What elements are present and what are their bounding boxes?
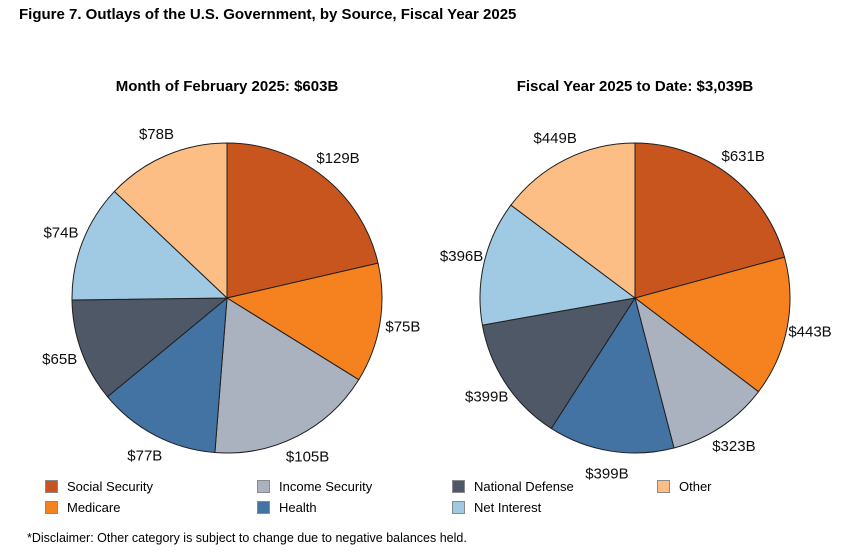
pie-slice-health <box>550 296 675 454</box>
legend-swatch-medicare <box>45 501 58 514</box>
disclaimer-text: *Disclaimer: Other category is subject t… <box>27 531 467 545</box>
legend-label: Other <box>679 479 712 494</box>
pie-slice-net-interest <box>71 190 229 301</box>
pie-slice-social-security <box>226 142 379 299</box>
pie-label-health: $77B <box>127 448 162 465</box>
legend-item-social-security: Social Security <box>45 479 153 494</box>
pie-chart-ytd: $631B $443B $323B $399B $399B $396B $449B <box>440 130 832 483</box>
legend-swatch-other <box>657 480 670 493</box>
pie-label-national-defense: $399B <box>465 388 508 405</box>
pie-label-medicare: $75B <box>385 319 420 336</box>
pie-slice-health <box>106 296 228 454</box>
legend-item-national-defense: National Defense <box>452 479 574 494</box>
pie-slice-national-defense <box>481 297 637 430</box>
pie-slice-national-defense <box>71 297 229 398</box>
legend-swatch-social-security <box>45 480 58 493</box>
pie-label-national-defense: $65B <box>42 351 77 368</box>
legend-item-health: Health <box>257 500 317 515</box>
legend-swatch-health <box>257 501 270 514</box>
legend-label: Health <box>279 500 317 515</box>
pie-label-net-interest: $396B <box>440 248 483 265</box>
pie-label-social-security: $129B <box>316 150 359 167</box>
pie-slice-other <box>510 142 636 299</box>
legend-label: Social Security <box>67 479 153 494</box>
pie-slice-social-security <box>634 142 786 299</box>
chart-title-february: Month of February 2025: $603B <box>115 78 339 95</box>
pie-slice-net-interest <box>479 204 637 326</box>
pie-chart-february: $129B $75B $105B $77B $65B $74B $78B <box>42 126 420 466</box>
pie-label-income-security: $323B <box>712 438 755 455</box>
pie-label-social-security: $631B <box>722 148 765 165</box>
figure-title: Figure 7. Outlays of the U.S. Government… <box>19 6 517 23</box>
pie-slice-other <box>113 142 228 300</box>
legend-item-net-interest: Net Interest <box>452 500 541 515</box>
legend-label: National Defense <box>474 479 574 494</box>
legend-item-income-security: Income Security <box>257 479 372 494</box>
legend-label: Medicare <box>67 500 121 515</box>
legend-swatch-income-security <box>257 480 270 493</box>
pie-label-other: $449B <box>534 130 577 147</box>
legend-label: Net Interest <box>474 500 542 515</box>
pie-label-medicare: $443B <box>788 323 831 340</box>
pie-slice-income-security <box>634 296 760 449</box>
legend-swatch-national-defense <box>452 480 465 493</box>
legend-item-medicare: Medicare <box>45 500 120 515</box>
pie-slice-medicare <box>225 262 383 381</box>
pie-label-net-interest: $74B <box>43 225 78 242</box>
pie-slice-income-security <box>214 297 360 454</box>
pie-slice-medicare <box>633 256 791 393</box>
legend-item-other: Other <box>657 479 712 494</box>
pie-label-health: $399B <box>585 466 628 483</box>
legend-label: Income Security <box>279 479 373 494</box>
chart-title-ytd: Fiscal Year 2025 to Date: $3,039B <box>516 78 754 95</box>
legend-swatch-net-interest <box>452 501 465 514</box>
pie-label-other: $78B <box>139 126 174 143</box>
pie-label-income-security: $105B <box>286 449 329 466</box>
